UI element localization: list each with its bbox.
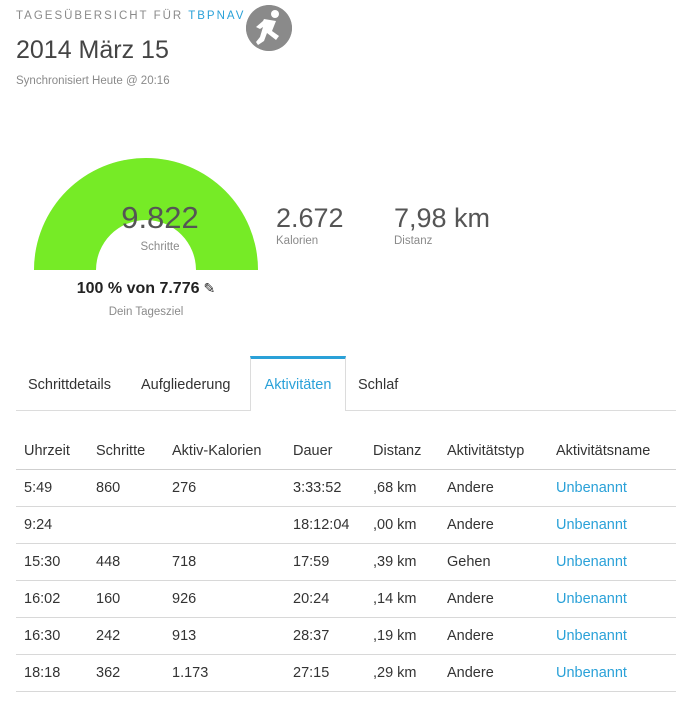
cell-aktivitaetstyp: Andere — [439, 654, 548, 692]
table-row: 18:18 362 1.173 27:15 ,29 km Andere Unbe… — [16, 654, 676, 692]
cell-aktiv-kalorien: 1.173 — [164, 654, 285, 692]
table-row: 5:49 860 276 3:33:52 ,68 km Andere Unben… — [16, 469, 676, 507]
col-header-aktivitaetsname[interactable]: Aktivitätsname — [548, 433, 676, 470]
cell-uhrzeit: 9:24 — [16, 506, 88, 544]
cell-aktivitaetstyp: Gehen — [439, 543, 548, 581]
goal-progress: 100 % von 7.776 ✎ — [40, 280, 252, 298]
activity-name-link[interactable]: Unbenannt — [548, 617, 676, 655]
distance-metric: 7,98 km Distanz — [394, 203, 490, 247]
cell-dauer: 18:12:04 — [285, 506, 365, 544]
cell-schritte: 242 — [88, 617, 164, 655]
cell-aktivitaetstyp: Andere — [439, 617, 548, 655]
cell-dauer: 28:37 — [285, 617, 365, 655]
cell-uhrzeit: 16:30 — [16, 617, 88, 655]
col-header-schritte[interactable]: Schritte — [88, 433, 164, 470]
gauge-fill — [34, 158, 258, 270]
table-row: 16:02 160 926 20:24 ,14 km Andere Unbena… — [16, 580, 676, 618]
col-header-uhrzeit[interactable]: Uhrzeit — [16, 433, 88, 470]
goal-text: 100 % von 7.776 — [76, 280, 200, 297]
table-header-row: Uhrzeit Schritte Aktiv-Kalorien Dauer Di… — [16, 433, 676, 470]
cell-uhrzeit: 5:49 — [16, 469, 88, 507]
sync-status: Synchronisiert Heute @ 20:16 — [16, 75, 170, 87]
cell-distanz: ,19 km — [365, 617, 439, 655]
table-row: 15:30 448 718 17:59 ,39 km Gehen Unbenan… — [16, 543, 676, 581]
summary-header-label: Tagesübersicht für TBPNAV — [16, 10, 245, 22]
steps-label: Schritte — [140, 241, 180, 253]
cell-aktivitaetstyp: Andere — [439, 580, 548, 618]
goal-sub-label: Dein Tagesziel — [108, 306, 184, 318]
cell-uhrzeit: 18:18 — [16, 654, 88, 692]
cell-dauer: 27:15 — [285, 654, 365, 692]
tab-bar: Schrittdetails Aufgliederung Aktivitäten… — [16, 356, 676, 411]
cell-dauer: 17:59 — [285, 543, 365, 581]
col-header-aktiv-kalorien[interactable]: Aktiv-Kalorien — [164, 433, 285, 470]
cell-aktiv-kalorien: 276 — [164, 469, 285, 507]
cell-schritte: 860 — [88, 469, 164, 507]
cell-uhrzeit: 16:02 — [16, 580, 88, 618]
activities-table: Uhrzeit Schritte Aktiv-Kalorien Dauer Di… — [16, 433, 676, 692]
col-header-distanz[interactable]: Distanz — [365, 433, 439, 470]
distance-label: Distanz — [394, 235, 433, 247]
cell-distanz: ,00 km — [365, 506, 439, 544]
col-header-dauer[interactable]: Dauer — [285, 433, 365, 470]
page-title: 2014 März 15 — [16, 36, 169, 64]
username-link[interactable]: TBPNAV — [188, 10, 246, 22]
tab-aktivitaeten[interactable]: Aktivitäten — [250, 356, 346, 411]
cell-distanz: ,29 km — [365, 654, 439, 692]
cell-distanz: ,39 km — [365, 543, 439, 581]
cell-schritte — [88, 506, 164, 544]
steps-value: 9.822 — [121, 200, 199, 235]
tab-schlaf[interactable]: Schlaf — [358, 377, 399, 393]
steps-gauge — [34, 158, 258, 270]
table-row: 9:24 18:12:04 ,00 km Andere Unbenannt — [16, 506, 676, 544]
tab-schrittdetails[interactable]: Schrittdetails — [28, 377, 112, 393]
activity-name-link[interactable]: Unbenannt — [548, 506, 676, 544]
cell-aktiv-kalorien — [164, 506, 285, 544]
cell-aktiv-kalorien: 913 — [164, 617, 285, 655]
activity-name-link[interactable]: Unbenannt — [548, 654, 676, 692]
cell-aktivitaetstyp: Andere — [439, 506, 548, 544]
activity-name-link[interactable]: Unbenannt — [548, 469, 676, 507]
running-person-icon — [246, 5, 292, 51]
cell-aktiv-kalorien: 718 — [164, 543, 285, 581]
cell-distanz: ,68 km — [365, 469, 439, 507]
cell-schritte: 160 — [88, 580, 164, 618]
header-prefix: Tagesübersicht für — [16, 10, 184, 22]
calories-metric: 2.672 Kalorien — [276, 203, 344, 247]
cell-dauer: 20:24 — [285, 580, 365, 618]
activity-name-link[interactable]: Unbenannt — [548, 543, 676, 581]
tab-aufgliederung[interactable]: Aufgliederung — [141, 377, 231, 393]
calories-value: 2.672 — [276, 203, 344, 233]
cell-uhrzeit: 15:30 — [16, 543, 88, 581]
cell-aktiv-kalorien: 926 — [164, 580, 285, 618]
activity-name-link[interactable]: Unbenannt — [548, 580, 676, 618]
cell-dauer: 3:33:52 — [285, 469, 365, 507]
pencil-icon[interactable]: ✎ — [203, 280, 216, 296]
cell-aktivitaetstyp: Andere — [439, 469, 548, 507]
cell-distanz: ,14 km — [365, 580, 439, 618]
calories-label: Kalorien — [276, 235, 319, 247]
cell-schritte: 448 — [88, 543, 164, 581]
cell-schritte: 362 — [88, 654, 164, 692]
distance-value: 7,98 km — [394, 203, 491, 233]
table-row: 16:30 242 913 28:37 ,19 km Andere Unbena… — [16, 617, 676, 655]
col-header-aktivitaetstyp[interactable]: Aktivitätstyp — [439, 433, 548, 470]
